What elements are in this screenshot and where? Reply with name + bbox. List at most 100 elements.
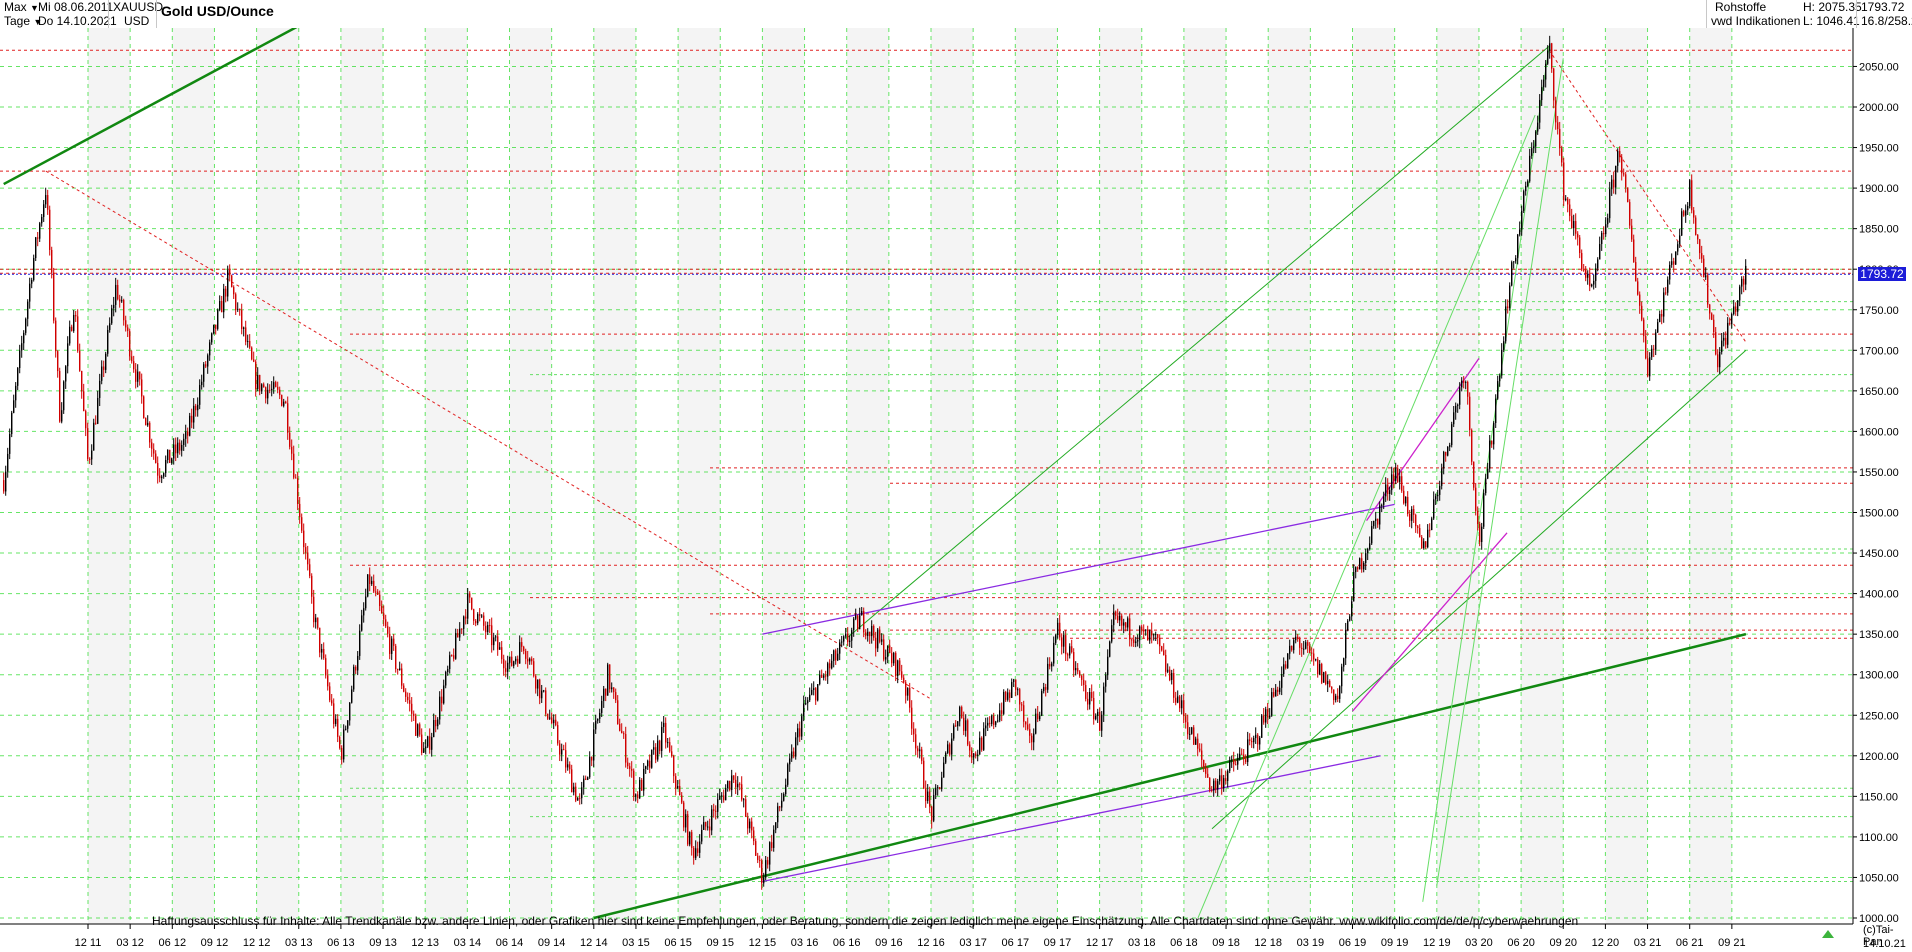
candle-body (1441, 468, 1443, 486)
candle-body (1307, 642, 1309, 646)
candle-body (1691, 180, 1693, 211)
header-divider (108, 0, 109, 28)
candle-body (503, 659, 505, 669)
candle-body (489, 625, 491, 627)
candle-body (519, 642, 521, 664)
candle-body (1569, 204, 1571, 216)
candle-body (1537, 122, 1539, 132)
x-tick-label: 09 19 (1381, 937, 1409, 949)
trend-line (1548, 49, 1747, 343)
chart-title: Gold USD/Ounce (161, 3, 274, 19)
candle-body (105, 353, 107, 370)
candle-body (1725, 337, 1727, 345)
candle-body (153, 448, 155, 454)
candle-body (49, 209, 51, 250)
candle-body (575, 786, 577, 801)
candle-body (307, 552, 309, 565)
candle-body (1699, 239, 1701, 254)
range-selector[interactable]: Max ▼ (4, 1, 39, 15)
candle-body (1437, 494, 1439, 497)
candle-body (1583, 269, 1585, 271)
candle-body (1727, 322, 1729, 345)
candle-body (527, 658, 529, 662)
candle-body (7, 453, 9, 472)
candle-body (1253, 738, 1255, 743)
candle-body (737, 783, 739, 788)
candle-body (383, 613, 385, 620)
candle-body (1045, 687, 1047, 690)
candle-body (169, 449, 171, 463)
candle-body (453, 655, 455, 659)
candle-body (121, 300, 123, 302)
candle-body (797, 728, 799, 738)
candle-body (227, 270, 229, 297)
candle-body (531, 658, 533, 662)
candle-body (277, 386, 279, 390)
candle-body (1625, 174, 1627, 188)
candle-body (1233, 759, 1235, 765)
candle-body (155, 453, 157, 464)
candle-body (1665, 292, 1667, 294)
candle-body (177, 442, 179, 454)
x-tick-label: 06 16 (833, 937, 861, 949)
candle-body (1649, 357, 1651, 377)
candle-body (1331, 686, 1333, 690)
candle-body (1005, 691, 1007, 700)
candle-body (639, 779, 641, 799)
candle-body (607, 664, 609, 696)
candle-body (1707, 275, 1709, 305)
candle-body (461, 628, 463, 630)
x-tick-label: 06 14 (496, 937, 524, 949)
candle-body (1401, 476, 1403, 491)
grid-lines (0, 28, 1853, 924)
candle-body (1481, 526, 1483, 543)
candle-body (783, 794, 785, 801)
candle-body (1211, 789, 1213, 791)
quarter-shade (425, 28, 468, 924)
interval-selector[interactable]: Tage ▼ (4, 15, 42, 29)
candle-body (141, 379, 143, 397)
trend-line (1211, 349, 1747, 830)
candle-body (43, 204, 45, 217)
x-tick-label: 12 12 (243, 937, 271, 949)
candle-body (769, 842, 771, 865)
x-tick-label: 06 19 (1339, 937, 1367, 949)
candle-body (967, 720, 969, 745)
candle-body (1281, 674, 1283, 688)
candle-body (949, 744, 951, 755)
candle-body (447, 669, 449, 673)
candle-body (1119, 615, 1121, 621)
candle-body (901, 671, 903, 678)
candle-body (1353, 572, 1355, 602)
candle-body (1461, 380, 1463, 388)
candle-body (1565, 198, 1567, 201)
candle-body (1521, 210, 1523, 230)
candle-body (469, 593, 471, 598)
candle-body (217, 309, 219, 329)
candle-body (165, 460, 167, 474)
candle-body (741, 784, 743, 800)
candle-body (1215, 780, 1217, 790)
candle-body (659, 740, 661, 751)
candle-body (827, 663, 829, 677)
candle-body (1063, 635, 1065, 647)
candle-body (973, 753, 975, 758)
candle-body (459, 628, 461, 638)
candle-body (1745, 265, 1747, 285)
candle-body (1147, 629, 1149, 641)
candle-body (1205, 767, 1207, 774)
candle-body (1659, 313, 1661, 323)
candle-body (977, 754, 979, 756)
candle-body (867, 631, 869, 636)
candle-body (1175, 697, 1177, 703)
candle-body (1361, 558, 1363, 570)
candle-body (579, 797, 581, 799)
candle-body (473, 609, 475, 621)
candle-body (553, 719, 555, 724)
candle-body (915, 734, 917, 749)
candle-body (951, 738, 953, 755)
scroll-triangle-icon[interactable] (1822, 930, 1834, 938)
candle-body (1269, 715, 1271, 718)
candle-body (1309, 645, 1311, 653)
